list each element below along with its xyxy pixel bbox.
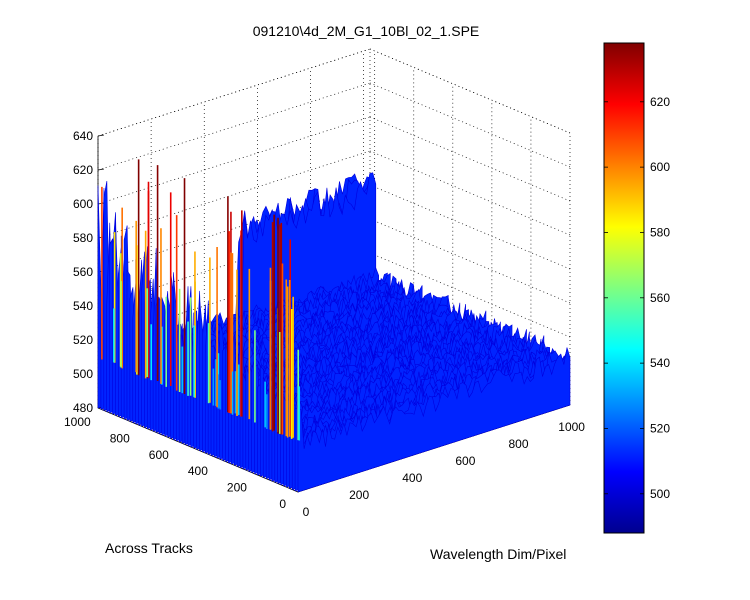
grid-line (369, 218, 571, 304)
z-tick-label: 620 (73, 163, 93, 177)
z-tick-label: 540 (73, 299, 93, 313)
surface-row (297, 347, 571, 493)
z-tick-labels: 480 500 520 540 560 580 600 620 640 (73, 129, 93, 415)
z-tick-label: 560 (73, 265, 93, 279)
grid-line (369, 184, 571, 270)
y-axis-label: Across Tracks (105, 540, 193, 556)
colorbar-tick-label: 560 (650, 291, 670, 305)
z-tick-label: 480 (73, 401, 93, 415)
y-tick-label: 600 (149, 448, 169, 462)
tick-mark (97, 134, 105, 137)
colorbar-tick-label: 600 (650, 160, 670, 174)
z-tick-label: 580 (73, 231, 93, 245)
y-tick-label: 800 (110, 431, 130, 445)
grid-line (369, 48, 571, 134)
grid-line (369, 150, 571, 236)
x-tick-label: 800 (508, 437, 528, 451)
y-tick-labels: 0 200 400 600 800 1000 (64, 415, 286, 511)
grid-line (369, 252, 571, 338)
chart-title: 091210\4d_2M_G1_10Bl_02_1.SPE (253, 23, 480, 39)
x-axis-label: Wavelength Dim/Pixel (430, 546, 566, 562)
x-tick-label: 1000 (558, 420, 585, 434)
z-tick-label: 600 (73, 197, 93, 211)
grid-line (369, 116, 571, 202)
grid-line (97, 48, 371, 137)
tick-mark (97, 202, 105, 205)
z-tick-label: 520 (73, 333, 93, 347)
colorbar-tick-label: 520 (650, 421, 670, 435)
x-tick-label: 0 (303, 505, 310, 519)
y-tick-label: 1000 (64, 415, 91, 429)
y-tick-label: 400 (188, 464, 208, 478)
colorbar-tick-label: 540 (650, 356, 670, 370)
x-tick-labels: 0 200 400 600 800 1000 (303, 420, 586, 519)
grid-line (97, 48, 371, 137)
colorbar-tick-label: 620 (650, 95, 670, 109)
z-tick-label: 640 (73, 129, 93, 143)
x-tick-label: 600 (455, 454, 475, 468)
axis-line (97, 407, 299, 493)
grid-line (97, 82, 371, 171)
colorbar-tick-label: 580 (650, 225, 670, 239)
surface-plot (97, 159, 571, 493)
y-tick-label: 200 (227, 481, 247, 495)
tick-mark (97, 168, 105, 171)
colorbar (603, 42, 645, 534)
colorbar-tick-label: 500 (650, 487, 670, 501)
z-tick-label: 500 (73, 367, 93, 381)
grid-line (369, 82, 571, 168)
y-tick-label: 0 (279, 497, 286, 511)
x-tick-label: 400 (402, 471, 422, 485)
colorbar-tick-labels: 500 520 540 560 580 600 620 (604, 95, 670, 501)
x-tick-label: 200 (349, 488, 369, 502)
